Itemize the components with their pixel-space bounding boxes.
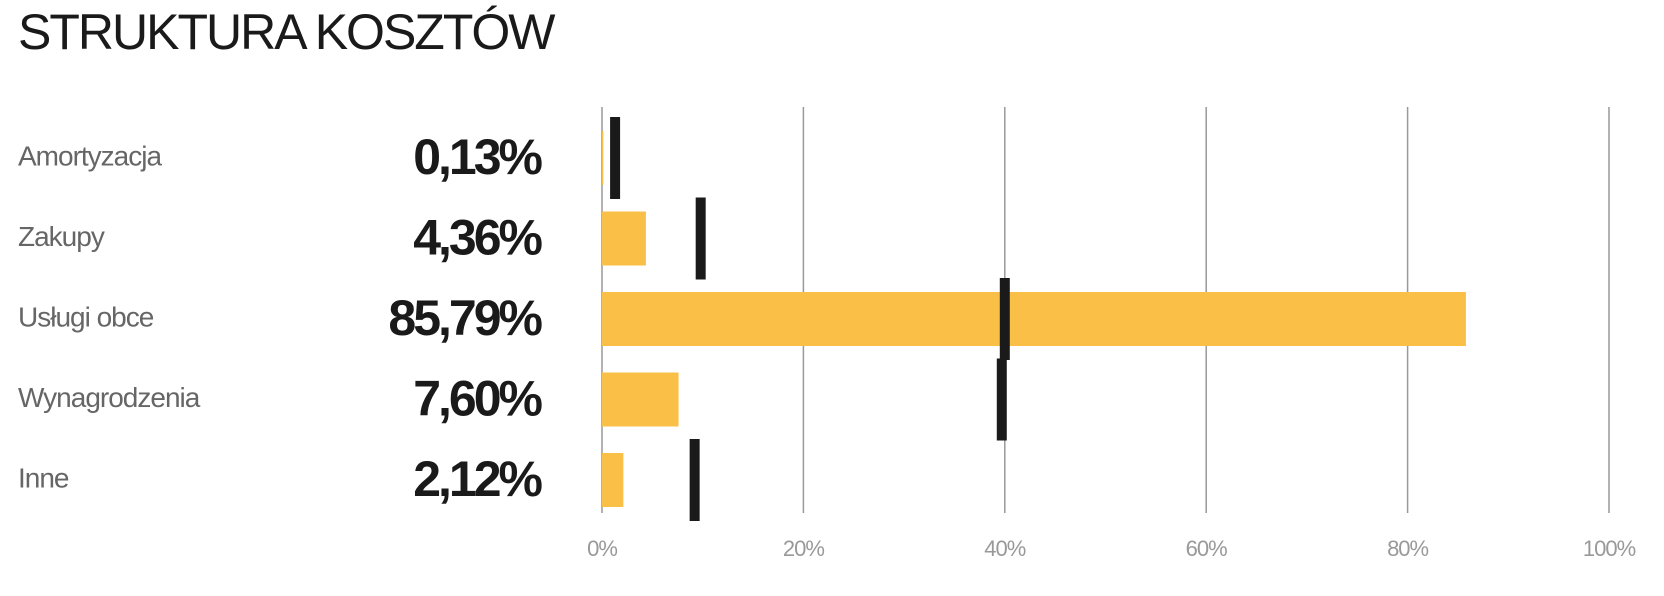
category-label: Amortyzacja bbox=[18, 140, 162, 171]
target-marker bbox=[996, 358, 1007, 441]
x-tick-label: 80% bbox=[1387, 536, 1428, 561]
value-label: 4,36% bbox=[413, 210, 542, 266]
value-label: 2,12% bbox=[413, 451, 542, 507]
category-label: Inne bbox=[18, 462, 69, 493]
bar bbox=[602, 211, 646, 266]
value-label: 0,13% bbox=[413, 129, 542, 185]
target-marker bbox=[999, 278, 1010, 360]
x-tick-label: 20% bbox=[783, 536, 824, 561]
bar bbox=[602, 131, 604, 185]
target-marker bbox=[689, 439, 700, 521]
value-label: 85,79% bbox=[388, 290, 542, 346]
chart-title: STRUKTURA KOSZTÓW bbox=[18, 4, 556, 60]
target-marker bbox=[610, 117, 621, 199]
x-tick-label: 0% bbox=[587, 536, 617, 561]
bar bbox=[602, 453, 624, 507]
x-tick-label: 60% bbox=[1186, 536, 1227, 561]
value-label: 7,60% bbox=[413, 371, 542, 427]
category-label: Wynagrodzenia bbox=[18, 382, 201, 413]
category-label: Usługi obce bbox=[18, 301, 154, 332]
category-label: Zakupy bbox=[18, 221, 105, 252]
target-marker bbox=[695, 197, 706, 280]
bar bbox=[602, 292, 1466, 346]
x-tick-label: 40% bbox=[984, 536, 1025, 561]
x-tick-label: 100% bbox=[1583, 536, 1636, 561]
bar bbox=[602, 372, 679, 427]
